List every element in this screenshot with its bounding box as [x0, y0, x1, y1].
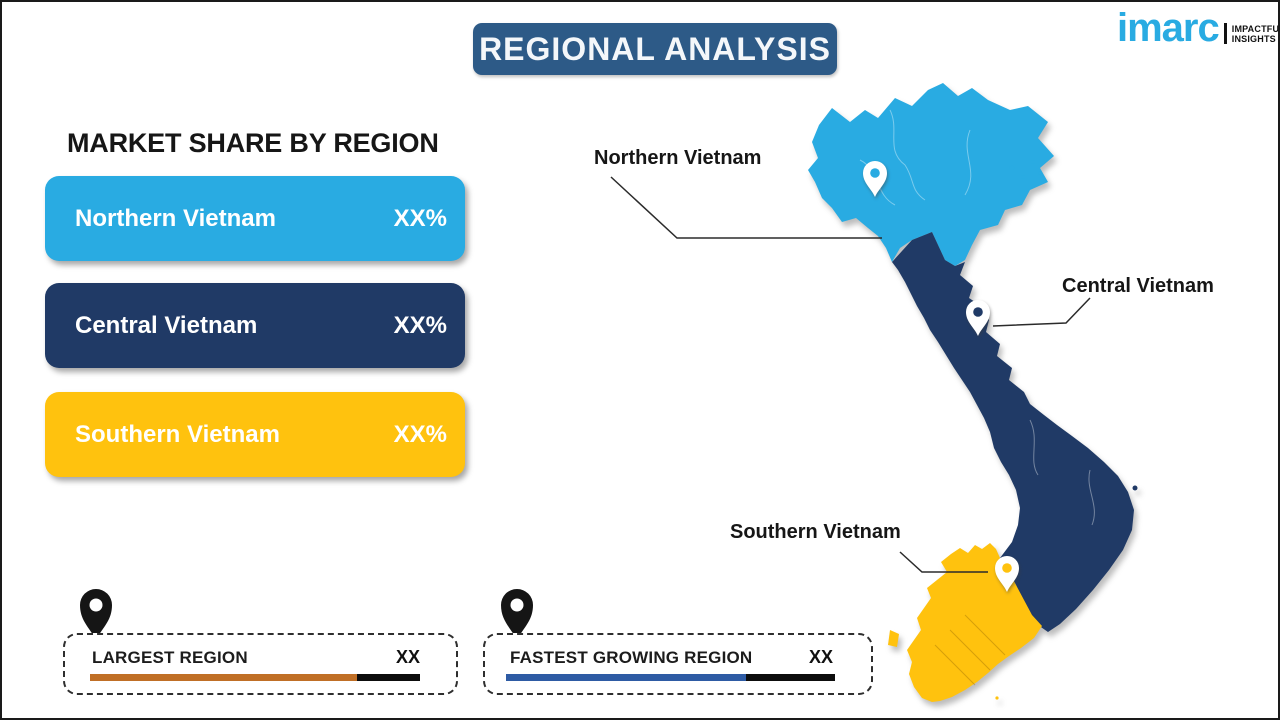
island — [995, 696, 999, 700]
share-card-label: Southern Vietnam — [75, 420, 280, 448]
island — [1127, 506, 1131, 510]
largest-region-label: LARGEST REGION — [92, 648, 248, 667]
vietnam-map — [610, 83, 1138, 702]
island — [1021, 175, 1025, 179]
fastest-growing-region-box: FASTEST GROWING REGION XX — [483, 633, 873, 695]
leader-lines — [610, 176, 1091, 573]
fastest-growing-region-value: XX — [808, 647, 833, 667]
delta-lines — [934, 614, 1006, 686]
logo-tagline-top: IMPACTFUL — [1231, 24, 1280, 34]
largest-region-bar — [90, 674, 420, 681]
island — [1132, 485, 1138, 491]
largest-region-value: XX — [395, 647, 420, 667]
leader-line-central — [992, 297, 1091, 327]
map-label-southern: Southern Vietnam — [730, 521, 901, 543]
island — [1009, 165, 1015, 171]
fastest-growing-region-label: FASTEST GROWING REGION — [510, 648, 753, 667]
share-card-value: XX% — [393, 311, 447, 339]
map-region-central-vietnam — [892, 232, 1134, 632]
largest-region-bar-fill — [90, 674, 358, 681]
largest-region-box: LARGEST REGION XX — [63, 633, 458, 695]
location-pin-icon — [80, 589, 112, 640]
island — [1031, 160, 1035, 164]
phu-quoc-island — [888, 630, 899, 647]
island — [1038, 171, 1042, 175]
page-title: REGIONAL ANALYSIS — [479, 30, 831, 67]
fastest-growing-region-bar-fill — [506, 674, 747, 681]
map-label-northern: Northern Vietnam — [594, 147, 762, 169]
map-label-central: Central Vietnam — [1062, 275, 1214, 297]
title-banner: REGIONAL ANALYSIS — [473, 23, 837, 75]
market-share-heading: MARKET SHARE BY REGION — [67, 128, 439, 158]
leader-line-southern — [899, 551, 988, 573]
imarc-logo: imarc IMPACTFUL INSIGHTS — [1117, 8, 1280, 48]
share-card-label: Central Vietnam — [75, 311, 258, 339]
share-card-value: XX% — [393, 420, 447, 448]
map-pin-southern — [995, 556, 1019, 592]
logo-tagline-bottom: INSIGHTS — [1231, 34, 1276, 44]
logo-divider — [1223, 23, 1227, 44]
map-pin-northern — [863, 161, 887, 197]
share-card-label: Northern Vietnam — [75, 204, 276, 232]
map-region-northern-vietnam — [808, 83, 1054, 266]
fastest-growing-region-bar — [506, 674, 835, 681]
share-card-northern: Northern Vietnam XX% — [45, 176, 465, 261]
share-card-central: Central Vietnam XX% — [45, 283, 465, 368]
leader-line-northern — [610, 176, 882, 239]
share-card-southern: Southern Vietnam XX% — [45, 392, 465, 477]
location-pin-icon — [501, 589, 533, 640]
logo-brand-text: imarc — [1117, 6, 1220, 50]
map-pin-central — [966, 300, 990, 336]
logo-tagline: IMPACTFUL INSIGHTS — [1232, 24, 1280, 48]
share-card-value: XX% — [393, 204, 447, 232]
